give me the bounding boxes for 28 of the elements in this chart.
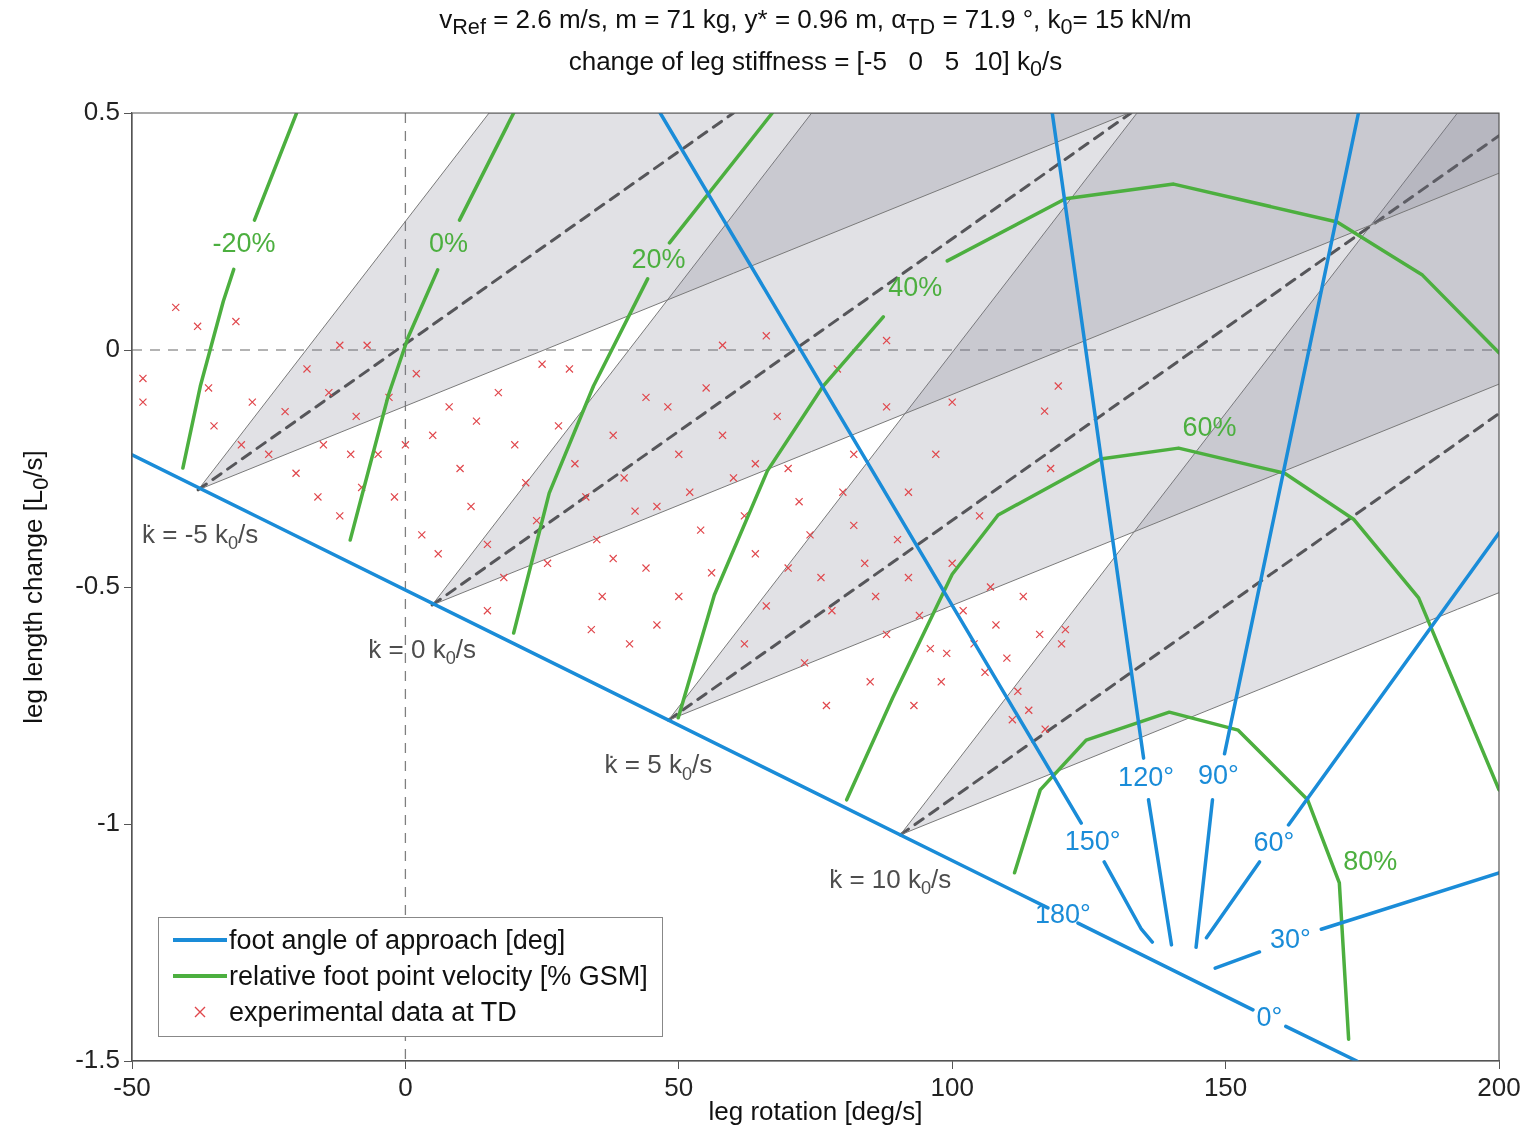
annotation: -20%: [212, 228, 276, 259]
y-tick-label: -0.5: [75, 570, 120, 601]
annotation: 120°: [1118, 762, 1174, 793]
chart-title: v$_{Ref}$ = 2.6 m/s, m = 71 kg, y* = 0.96 m, α$_{TD}$ = 71.9 °, k$_{0}$= 15 kN/m: [438, 4, 1193, 41]
annotation: 90°: [1198, 760, 1239, 791]
y-tick-label: 0.5: [83, 96, 120, 127]
legend-label: experimental data at TD: [229, 996, 517, 1029]
x-tick-label: 200: [1477, 1071, 1521, 1102]
legend-label: relative foot point velocity [% GSM]: [229, 960, 648, 993]
y-tick-label: 0: [105, 333, 120, 364]
y-tick-label: -1: [96, 807, 120, 838]
x-axis-title: leg rotation [deg/s]: [708, 1096, 923, 1126]
chart-subtitle: change of leg stiffness = [-5 0 5 10] k$_{0}$/s: [567, 46, 1064, 83]
x-tick-label: 150: [1203, 1071, 1248, 1102]
annotation: 60°: [1253, 826, 1295, 857]
x-tick-label: 100: [930, 1071, 974, 1102]
legend-label: foot angle of approach [deg]: [229, 924, 566, 957]
annotation: 180°: [1035, 898, 1091, 929]
annotation: 60%: [1182, 411, 1237, 442]
annotation: 150°: [1064, 825, 1121, 856]
annotation: 20%: [631, 244, 686, 275]
annotation: 0°: [1256, 1001, 1283, 1032]
x-tick-label: 50: [664, 1071, 694, 1102]
annotation: 40%: [888, 272, 943, 303]
annotation: 0%: [429, 228, 469, 259]
x-tick-label: 0: [398, 1071, 413, 1102]
annotation: 80%: [1343, 846, 1398, 877]
annotation: 30°: [1269, 924, 1311, 955]
